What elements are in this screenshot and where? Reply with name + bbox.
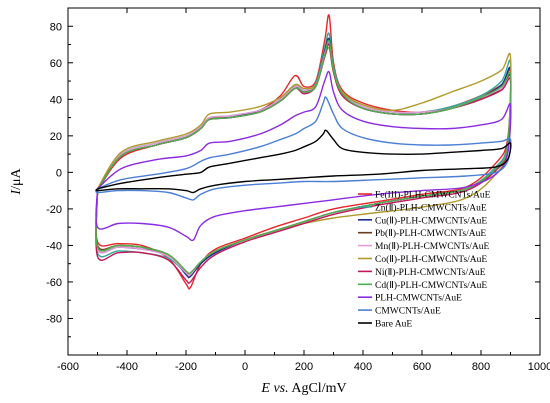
y-tick-label: 80 <box>50 21 62 33</box>
x-tick-label: -600 <box>57 361 79 373</box>
y-tick-label: -60 <box>46 277 62 289</box>
y-tick-label: 60 <box>50 58 62 70</box>
y-tick-label: 0 <box>56 167 62 179</box>
legend-item: Co(Ⅱ)-PLH-CMWCNTs/AuE <box>375 254 487 265</box>
x-tick-label: 200 <box>295 361 313 373</box>
x-tick-label: 400 <box>354 361 372 373</box>
series-curve-10 <box>95 129 512 194</box>
y-tick-label: 20 <box>50 131 62 143</box>
legend-item: Cd(Ⅱ)-PLH-CMWCNTs/AuE <box>375 280 487 291</box>
legend-item: Zn(Ⅱ)-PLH-CMWCNTs/AuE <box>375 202 487 213</box>
cv-curves <box>95 14 512 290</box>
y-tick-label: 40 <box>50 94 62 106</box>
series-curve-7 <box>95 39 512 275</box>
legend-item: PLH-CMWCNTs/AuE <box>375 294 462 304</box>
x-tick-label: 0 <box>242 361 248 373</box>
x-tick-label: -200 <box>175 361 197 373</box>
legend-item: Cu(Ⅱ)-PLH-CMWCNTs/AuE <box>375 215 487 226</box>
series-curve-8 <box>95 70 512 242</box>
series-curve-9 <box>95 96 512 201</box>
y-tick-label: -80 <box>46 313 62 325</box>
x-axis-label: E vs. AgCl/mV <box>260 381 346 396</box>
y-tick-label: -40 <box>46 240 62 252</box>
x-tick-label: -400 <box>116 361 138 373</box>
legend-item: Mn(Ⅱ)-PLH-CMWCNTs/AuE <box>375 241 490 252</box>
legend-item: Fe(III)-PLH-CMWCNTs/AuE <box>375 190 491 201</box>
x-tick-label: 1000 <box>528 361 550 373</box>
legend-item: CMWCNTs/AuE <box>375 307 441 317</box>
y-axis-label: I/μA <box>9 168 24 196</box>
y-tick-label: -20 <box>46 204 62 216</box>
legend-item: Ni(Ⅱ)-PLH-CMWCNTs/AuE <box>375 267 486 278</box>
x-tick-label: 800 <box>472 361 490 373</box>
x-tick-label: 600 <box>413 361 431 373</box>
legend-item: Bare AuE <box>375 320 412 330</box>
legend: Fe(III)-PLH-CMWCNTs/AuEZn(Ⅱ)-PLH-CMWCNTs… <box>358 190 491 330</box>
axis-ticks: -600 -400 -200 0 200 400 600 800 1000-80-60-40-2… <box>46 7 550 373</box>
legend-item: Pb(Ⅱ)-PLH-CMWCNTs/AuE <box>375 228 486 239</box>
series-curve-5 <box>95 46 512 275</box>
